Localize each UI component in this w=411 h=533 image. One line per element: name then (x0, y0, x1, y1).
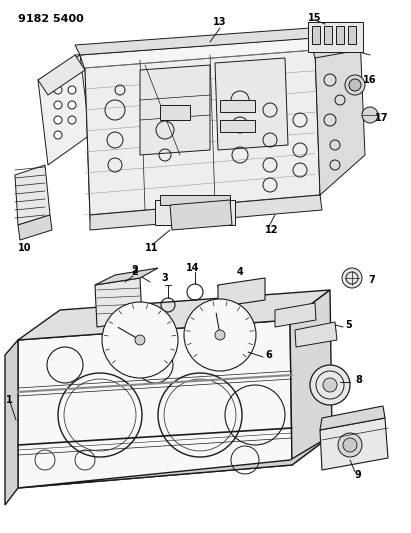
Bar (336, 26, 344, 44)
Text: 17: 17 (375, 113, 388, 123)
Polygon shape (18, 435, 332, 488)
Polygon shape (310, 35, 360, 58)
Text: 2: 2 (132, 265, 139, 275)
Polygon shape (85, 50, 320, 215)
Text: 6: 6 (265, 350, 272, 360)
Polygon shape (295, 322, 337, 347)
Circle shape (184, 299, 256, 371)
Polygon shape (215, 58, 288, 150)
Circle shape (323, 378, 337, 392)
Polygon shape (218, 278, 265, 307)
Text: 10: 10 (18, 243, 32, 253)
Circle shape (54, 116, 62, 124)
Polygon shape (315, 35, 365, 195)
Bar (220, 100, 255, 112)
Bar (348, 26, 356, 44)
Polygon shape (18, 215, 52, 240)
Bar (160, 195, 230, 205)
Circle shape (102, 302, 178, 378)
Text: 1: 1 (6, 395, 13, 405)
Text: 8: 8 (355, 375, 362, 385)
Bar (324, 26, 332, 44)
Polygon shape (5, 340, 18, 505)
Text: 9182 5400: 9182 5400 (18, 14, 84, 24)
Polygon shape (95, 278, 142, 327)
Text: 13: 13 (213, 17, 227, 27)
Polygon shape (38, 55, 90, 165)
Circle shape (343, 438, 357, 452)
Bar (312, 26, 320, 44)
Polygon shape (95, 268, 158, 285)
Polygon shape (140, 65, 210, 155)
Polygon shape (320, 406, 385, 430)
Circle shape (54, 86, 62, 94)
Bar (160, 105, 190, 120)
Circle shape (54, 131, 62, 139)
Polygon shape (90, 195, 322, 230)
Text: 4: 4 (237, 267, 243, 277)
Circle shape (68, 116, 76, 124)
Bar (155, 200, 235, 225)
Text: 3: 3 (162, 273, 169, 283)
Bar (220, 120, 255, 132)
Polygon shape (15, 165, 50, 225)
Text: 14: 14 (186, 263, 200, 273)
Circle shape (68, 86, 76, 94)
Circle shape (345, 75, 365, 95)
Text: 7: 7 (368, 275, 375, 285)
Circle shape (349, 79, 361, 91)
Polygon shape (80, 38, 320, 220)
Text: 11: 11 (145, 243, 159, 253)
Polygon shape (290, 290, 332, 465)
Text: 15: 15 (308, 13, 321, 23)
Polygon shape (170, 200, 232, 230)
Text: 16: 16 (363, 75, 376, 85)
Polygon shape (18, 320, 292, 488)
Circle shape (68, 101, 76, 109)
Circle shape (342, 268, 362, 288)
Circle shape (310, 365, 350, 405)
Polygon shape (320, 418, 388, 470)
Polygon shape (75, 28, 315, 55)
Bar (308, 22, 363, 52)
Circle shape (54, 101, 62, 109)
Text: 9: 9 (355, 470, 361, 480)
Polygon shape (18, 290, 330, 340)
Polygon shape (275, 303, 316, 327)
Circle shape (338, 433, 362, 457)
Circle shape (215, 330, 225, 340)
Polygon shape (38, 55, 85, 95)
Circle shape (362, 107, 378, 123)
Text: 12: 12 (265, 225, 279, 235)
Text: 2: 2 (132, 267, 139, 277)
Text: 5: 5 (345, 320, 352, 330)
Circle shape (135, 335, 145, 345)
